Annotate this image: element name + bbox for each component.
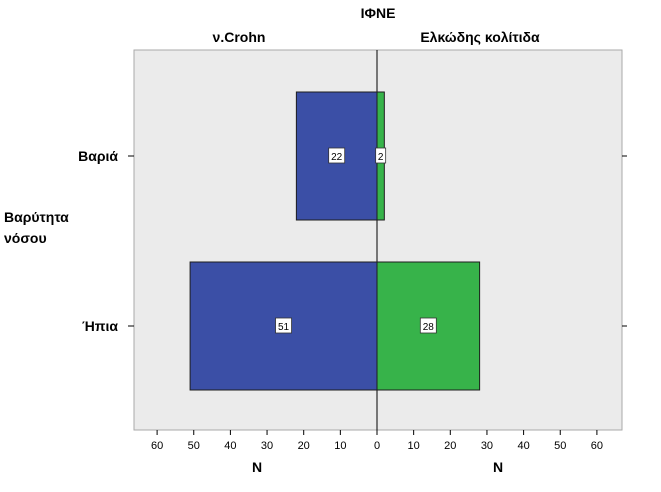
x-tick-label: 50 — [554, 440, 566, 452]
x-tick-label: 50 — [188, 440, 200, 452]
x-tick-label: 20 — [298, 440, 310, 452]
chart-title: ΙΦΝΕ — [361, 5, 396, 21]
data-label-box — [328, 147, 346, 164]
category-labels: Βαριά Ήπια — [78, 148, 627, 334]
x-tick-label: 30 — [481, 440, 493, 452]
x-tick-label: 10 — [408, 440, 420, 452]
data-label: 51 — [278, 322, 290, 333]
x-tick-label: 40 — [224, 440, 236, 452]
x-tick-label: 10 — [334, 440, 346, 452]
data-label: 28 — [423, 322, 435, 333]
data-label-box — [275, 317, 292, 334]
panel-label-crohn: ν.Crohn — [213, 29, 266, 45]
x-tick-label: 40 — [517, 440, 529, 452]
x-axis-label-right: N — [493, 459, 503, 475]
x-axis-ticks: 0 10 10 20 20 30 30 40 40 50 50 60 60 — [151, 430, 603, 452]
x-tick-label: 20 — [444, 440, 456, 452]
y-axis-label-line-2: νόσου — [4, 230, 47, 246]
data-label: 22 — [331, 152, 343, 163]
y-axis-label-line-1: Βαρύτητα — [4, 209, 69, 225]
data-label-box — [419, 317, 437, 334]
bars-group: 22 251 28 — [189, 91, 481, 391]
category-label: Βαριά — [78, 148, 118, 164]
x-tick-label: 60 — [151, 440, 163, 452]
x-tick-label: 60 — [591, 440, 603, 452]
category-label: Ήπια — [82, 318, 118, 334]
x-tick-label: 0 — [374, 440, 380, 452]
data-label: 2 — [378, 152, 384, 163]
data-label-box — [375, 147, 387, 164]
x-tick-label: 30 — [261, 440, 273, 452]
x-axis-label-left: N — [252, 459, 262, 475]
panel-label-colitis: Ελκώδης κολίτιδα — [420, 29, 540, 45]
